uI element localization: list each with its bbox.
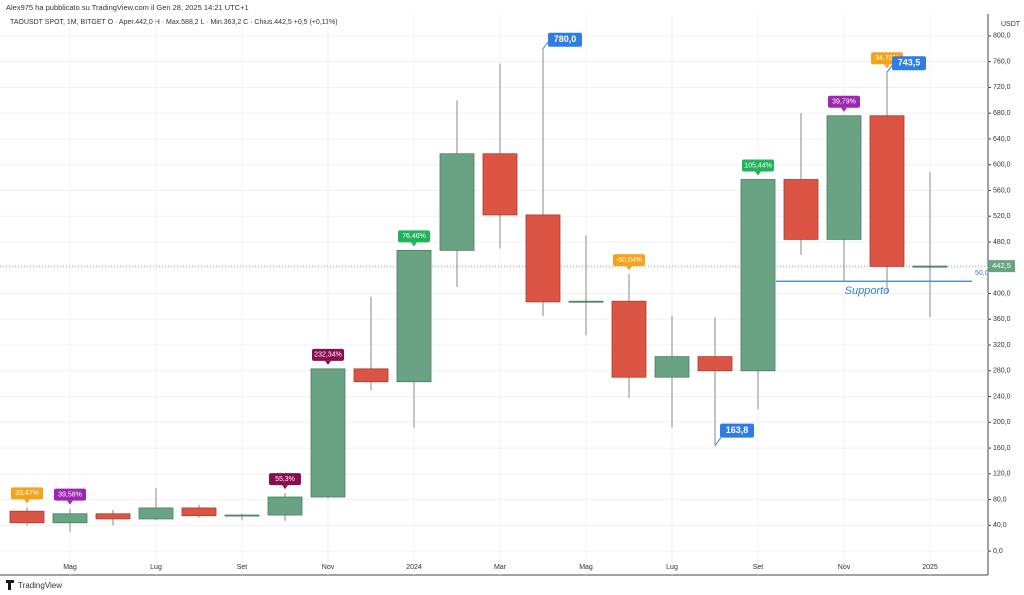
support-level-label: 50,0 [975,270,989,277]
candle-body [353,368,389,383]
marker-pointer [884,64,890,69]
candle-body [611,300,647,378]
candle-body [267,496,303,516]
marker-pointer [841,107,847,112]
y-tick-label: 760,0 [993,58,1011,65]
support-label: Supporto [845,285,890,297]
marker-label: 34,70% [875,55,899,62]
candle-body [482,153,518,216]
marker-box [54,488,86,501]
price-box [892,56,926,71]
candle-body [826,115,862,240]
candle-body [654,356,690,378]
high-label: 780,0 [554,34,577,44]
marker-label: 105,44% [744,162,772,169]
brand-logo [6,580,14,590]
y-tick-label: 280,0 [993,368,1011,375]
price-pointer [714,437,722,446]
x-tick-label: Set [753,564,764,571]
y-tick-label: 320,0 [993,342,1011,349]
marker-box [613,254,645,267]
candle-body [740,179,776,372]
x-tick-label: Lug [150,564,162,571]
x-tick-label: Mag [63,564,77,571]
last-price-box [988,260,1015,273]
marker-box [398,230,430,243]
marker-label: 232,34% [314,352,342,359]
x-tick-label: Nov [838,564,851,571]
marker-box [742,159,774,172]
price-box [548,32,582,47]
y-tick-label: 40,0 [993,522,1007,529]
low-label: 163,8 [726,425,749,435]
y-tick-label: 120,0 [993,471,1011,478]
x-tick-label: 2025 [922,564,938,571]
marker-pointer [67,500,73,505]
y-tick-label: 360,0 [993,316,1011,323]
marker-label: 55,3% [275,476,295,483]
last-price-label: 442,5 [992,261,1011,270]
marker-pointer [325,360,331,365]
y-tick-label: 560,0 [993,187,1011,194]
marker-box [269,473,301,486]
candle-body [525,214,561,303]
x-tick-label: Set [237,564,248,571]
x-tick-label: Nov [322,564,335,571]
marker-label: 39,58% [58,491,82,498]
x-tick-label: 2024 [406,564,422,571]
y-tick-label: 400,0 [993,290,1011,297]
marker-pointer [755,171,761,176]
y-unit: USDT [1001,21,1021,28]
marker-pointer [24,499,30,504]
candle-body [224,514,260,517]
candle-body [310,368,346,498]
marker-label: 33,47% [15,490,39,497]
y-tick-label: 0,0 [993,548,1003,555]
marker-box [828,95,860,108]
candle-body [52,513,88,524]
candle-body [697,356,733,372]
marker-pointer [282,485,288,490]
candle-body [396,249,432,383]
x-tick-label: Lug [666,564,678,571]
y-tick-label: 80,0 [993,496,1007,503]
marker-pointer [626,266,632,271]
y-tick-label: 720,0 [993,84,1011,91]
x-tick-label: Mag [579,564,593,571]
marker-pointer [411,242,417,247]
candle-body [869,115,905,267]
y-tick-label: 200,0 [993,419,1011,426]
marker-label: -50,04% [616,257,642,264]
x-tick-label: Mar [494,564,507,571]
legend: TAOUSDT SPOT, 1M, BITGET O · Aper.442,0 … [10,19,338,26]
price-box [720,423,754,438]
candle-body [439,153,475,251]
marker-box [312,348,344,361]
high-label: 743,5 [898,58,921,68]
candle-body [912,265,948,268]
candle-body [783,179,819,240]
y-tick-label: 160,0 [993,445,1011,452]
header: Alex975 ha pubblicato su TradingView.com… [6,3,249,12]
candle-body [9,510,45,524]
brand: TradingView [18,581,62,590]
candle-body [568,300,604,303]
y-tick-label: 800,0 [993,33,1011,40]
marker-box [11,487,43,500]
y-tick-label: 520,0 [993,213,1011,220]
marker-label: 76,46% [402,233,426,240]
candle-body [138,507,174,520]
y-tick-label: 600,0 [993,162,1011,169]
y-tick-label: 680,0 [993,110,1011,117]
y-tick-label: 480,0 [993,239,1011,246]
candle-body [95,513,131,520]
y-tick-label: 240,0 [993,393,1011,400]
candle-body [181,507,217,517]
marker-label: 39,79% [832,99,856,106]
y-tick-label: 640,0 [993,136,1011,143]
